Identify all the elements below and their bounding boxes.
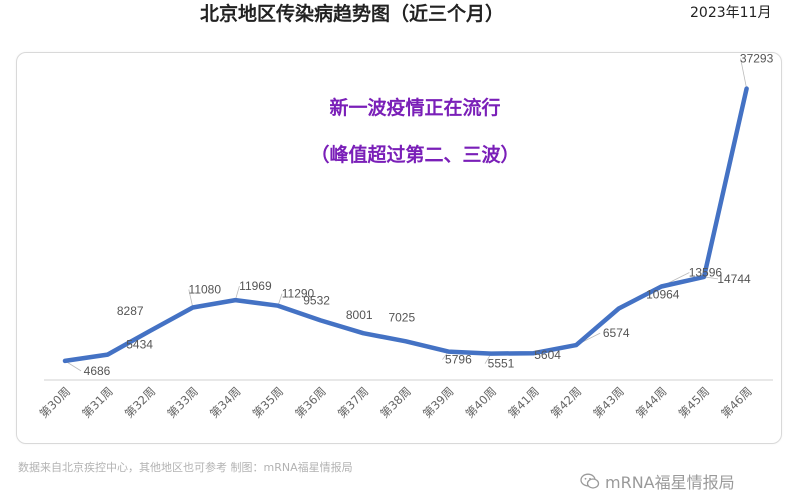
data-label: 8287 <box>117 304 144 318</box>
wechat-icon <box>580 473 600 489</box>
label-leader-line <box>235 285 240 301</box>
x-tick-label: 第46周 <box>718 384 755 421</box>
x-tick-label: 第34周 <box>207 384 244 421</box>
brand-watermark: mRNA福星情报局 <box>580 469 735 493</box>
data-label: 5434 <box>126 338 153 352</box>
label-leader-line <box>188 289 194 308</box>
x-tick-label: 第45周 <box>676 384 713 421</box>
x-tick-label: 第43周 <box>590 384 627 421</box>
data-label: 5796 <box>445 353 472 367</box>
x-tick-label: 第30周 <box>37 384 74 421</box>
x-tick-label: 第40周 <box>463 384 500 421</box>
report-date: 2023年11月 <box>690 5 772 21</box>
x-tick-label: 第32周 <box>122 384 159 421</box>
x-tick-label: 第36周 <box>292 384 329 421</box>
data-label: 11290 <box>282 287 315 301</box>
data-label: 5604 <box>534 348 561 362</box>
data-label: 11080 <box>189 282 222 296</box>
data-label: 14744 <box>717 272 751 286</box>
data-label: 4686 <box>84 364 111 378</box>
data-label: 7025 <box>388 310 415 324</box>
x-tick-label: 第38周 <box>377 384 414 421</box>
data-label: 13596 <box>689 265 723 279</box>
annotation-line-1: 新一波疫情正在流行 <box>329 97 501 119</box>
data-label: 5551 <box>488 357 515 371</box>
data-label: 8001 <box>346 308 373 322</box>
chart-panel <box>16 52 782 444</box>
data-label: 10964 <box>646 287 680 301</box>
data-label: 9532 <box>303 293 330 307</box>
x-tick-label: 第44周 <box>633 384 670 421</box>
label-leader-line <box>703 276 719 280</box>
data-source-note: 数据来自北京疾控中心，其他地区也可参考 制图：mRNA福星情报局 <box>18 461 353 474</box>
data-label: 6574 <box>603 326 630 340</box>
label-leader-line <box>740 58 747 89</box>
data-label: 11969 <box>239 279 272 293</box>
brand-text: mRNA福星情报局 <box>605 473 735 492</box>
data-label: 37293 <box>740 52 774 66</box>
x-tick-labels: 第30周 第31周 第32周 第33周 第34周 第35周 第36周 第37周 第38周 第39周… <box>37 384 755 421</box>
x-tick-label: 第31周 <box>79 384 116 421</box>
series-line <box>62 86 749 364</box>
chart-title: 北京地区传染病趋势图（近三个月） <box>200 3 505 25</box>
x-tick-label: 第33周 <box>164 384 201 421</box>
x-tick-label: 第41周 <box>505 384 542 421</box>
x-tick-label: 第42周 <box>548 384 585 421</box>
annotation-line-2: （峰值超过第二、三波） <box>310 144 520 166</box>
x-tick-label: 第39周 <box>420 384 457 421</box>
x-tick-label: 第37周 <box>335 384 372 421</box>
x-tick-label: 第35周 <box>250 384 287 421</box>
